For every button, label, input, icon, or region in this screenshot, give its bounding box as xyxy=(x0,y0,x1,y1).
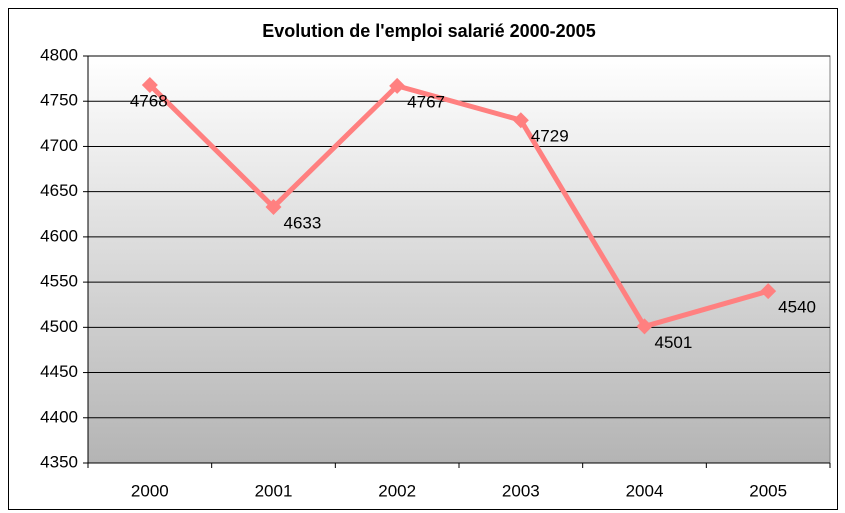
chart-title: Evolution de l'emploi salarié 2000-2005 xyxy=(262,21,595,41)
data-label: 4768 xyxy=(130,91,168,110)
plot-area xyxy=(87,55,831,464)
marker xyxy=(141,76,158,93)
y-tick-label: 4450 xyxy=(40,362,78,381)
data-label: 4729 xyxy=(531,127,569,146)
marker xyxy=(636,318,653,335)
y-tick-label: 4650 xyxy=(40,181,78,200)
y-tick-label: 4700 xyxy=(40,136,78,155)
data-label: 4501 xyxy=(655,333,693,352)
marker xyxy=(389,77,406,94)
data-label: 4767 xyxy=(407,92,445,111)
data-label: 4540 xyxy=(778,298,816,317)
series-line xyxy=(148,83,769,329)
marker xyxy=(760,283,777,300)
y-tick-label: 4350 xyxy=(40,452,78,471)
y-tick-label: 4500 xyxy=(40,317,78,336)
marker xyxy=(265,199,282,216)
marker xyxy=(512,112,529,129)
y-tick-label: 4800 xyxy=(40,45,78,64)
data-label: 4633 xyxy=(284,214,322,233)
y-tick-label: 4400 xyxy=(40,407,78,426)
x-tick-label: 2005 xyxy=(749,481,787,500)
y-tick-label: 4600 xyxy=(40,226,78,245)
x-tick-label: 2002 xyxy=(378,481,416,500)
y-tick-label: 4750 xyxy=(40,91,78,110)
x-tick-label: 2000 xyxy=(131,481,169,500)
y-tick-label: 4550 xyxy=(40,272,78,291)
x-tick-label: 2001 xyxy=(255,481,293,500)
x-tick-label: 2003 xyxy=(502,481,540,500)
x-tick-label: 2004 xyxy=(626,481,664,500)
